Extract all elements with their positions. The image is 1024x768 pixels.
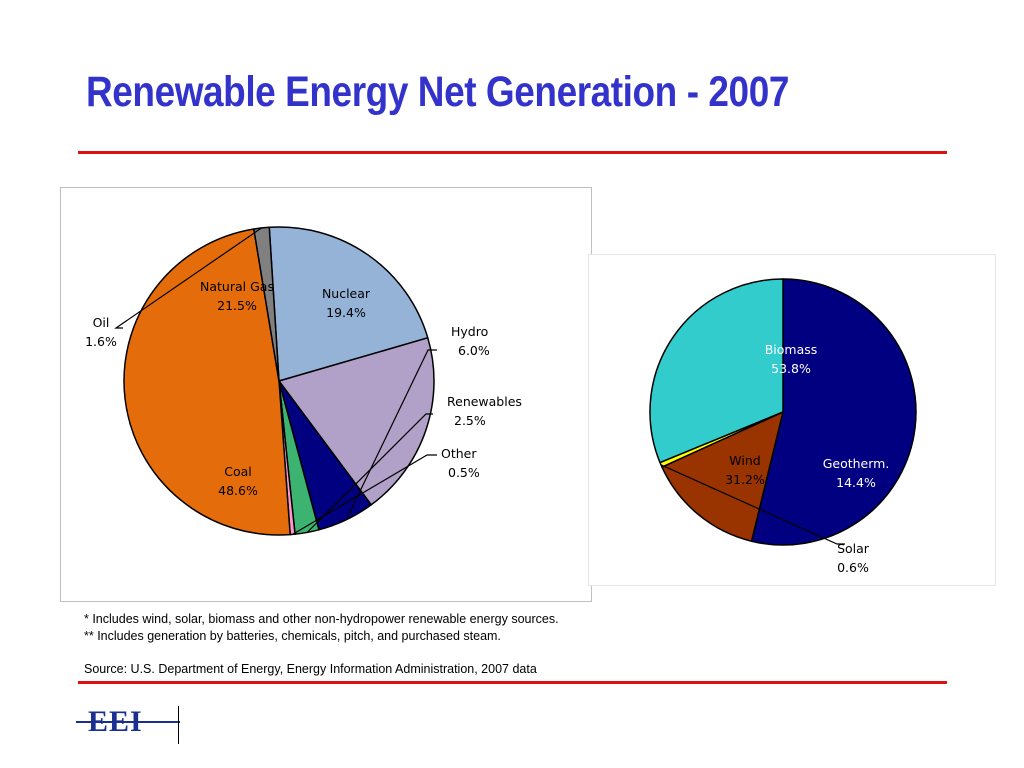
slice-value-hydro: 6.0%	[458, 343, 490, 358]
slice-value-wind: 31.2%	[725, 472, 765, 487]
renewables-breakdown-pie-panel: Biomass 53.8% Geotherm. 14.4% Solar 0.6% Wind 3…	[588, 254, 996, 586]
title-divider	[78, 151, 947, 154]
slice-label-coal: Coal	[224, 464, 252, 479]
slice-value-oil: 1.6%	[85, 334, 117, 349]
pie-slice-natural-gas	[268, 226, 429, 382]
slice-value-biomass: 53.8%	[771, 361, 811, 376]
footnotes: * Includes wind, solar, biomass and othe…	[84, 611, 884, 678]
leader-line-hydro	[345, 349, 437, 520]
pie-slice-nuclear	[278, 337, 435, 506]
slice-label-other: Other	[441, 446, 477, 461]
eei-logo: EEI	[76, 700, 186, 748]
source-note: Source: U.S. Department of Energy, Energ…	[84, 662, 537, 676]
leader-line-renewables	[306, 413, 433, 533]
slice-value-other: 0.5%	[448, 465, 480, 480]
pie-slice-oil	[253, 226, 280, 382]
footnote-other: ** Includes generation by batteries, che…	[84, 629, 501, 643]
slice-label-solar: Solar	[837, 541, 870, 556]
leader-line-oil	[114, 227, 262, 329]
pie-slice-wind	[649, 278, 784, 464]
electricity-generation-pie-chart: Natural Gas 21.5% Nuclear 19.4% Hydro 6.0% Ren…	[85, 226, 522, 536]
pie-slice-coal	[123, 228, 291, 536]
logo-line	[76, 721, 180, 723]
leader-line-solar	[660, 464, 845, 545]
slice-value-solar: 0.6%	[837, 560, 869, 575]
pie-slice-biomass	[750, 278, 917, 546]
slice-label-hydro: Hydro	[451, 324, 488, 339]
slice-label-nuclear: Nuclear	[322, 286, 371, 301]
slide-title: Renewable Energy Net Generation - 2007	[86, 68, 789, 116]
logo-text: EEI	[88, 705, 143, 738]
logo-divider	[178, 706, 179, 744]
slice-label-oil: Oil	[93, 315, 110, 330]
footnote-renewables: * Includes wind, solar, biomass and othe…	[84, 612, 559, 626]
pie-slice-geotherm	[661, 411, 784, 542]
slice-label-biomass: Biomass	[765, 342, 818, 357]
slice-label-wind: Wind	[729, 453, 760, 468]
footer-divider	[78, 681, 947, 684]
slice-value-renewables: 2.5%	[454, 413, 486, 428]
slice-value-coal: 48.6%	[218, 483, 258, 498]
slice-value-nuclear: 19.4%	[326, 305, 366, 320]
slice-value-geotherm: 14.4%	[836, 475, 876, 490]
renewables-breakdown-pie-chart: Biomass 53.8% Geotherm. 14.4% Solar 0.6% Wind 3…	[649, 278, 917, 575]
leader-line-other	[292, 454, 437, 535]
slice-value-natural-gas: 21.5%	[217, 298, 257, 313]
slice-label-natural-gas: Natural Gas	[200, 279, 274, 294]
electricity-generation-pie-panel: Natural Gas 21.5% Nuclear 19.4% Hydro 6.0% Ren…	[60, 187, 592, 602]
slice-label-geotherm: Geotherm.	[823, 456, 890, 471]
slice-label-renewables: Renewables	[447, 394, 522, 409]
